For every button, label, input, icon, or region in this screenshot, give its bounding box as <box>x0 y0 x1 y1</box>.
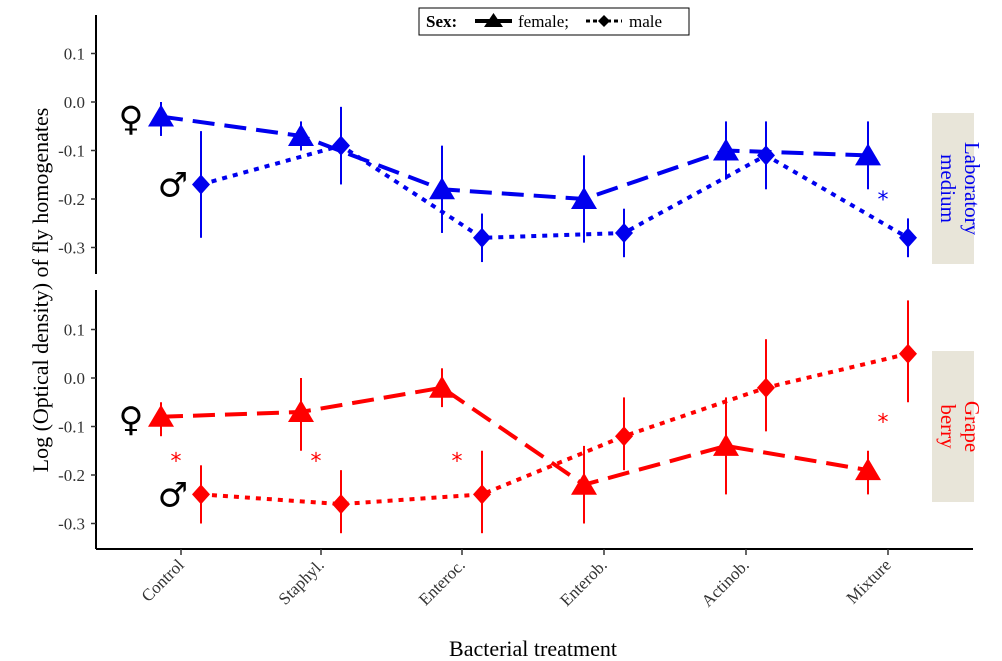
significance-star: * <box>452 449 463 474</box>
y-tick-label: -0.2 <box>58 190 85 209</box>
y-tick-label: 0.1 <box>64 45 85 64</box>
significance-star: * <box>878 188 889 213</box>
x-tick-label: Enterob. <box>556 555 611 610</box>
female-series-line <box>160 114 869 202</box>
female-point <box>288 123 314 146</box>
x-tick-label: Control <box>138 555 188 605</box>
x-tick-label: Mixture <box>843 555 895 607</box>
female-point <box>571 472 597 495</box>
male-point <box>473 227 491 248</box>
female-series-line <box>160 385 869 487</box>
y-tick-label: -0.3 <box>58 515 85 534</box>
significance-star: * <box>171 449 182 474</box>
male-point <box>473 484 491 505</box>
strip-background <box>932 351 974 502</box>
male-point <box>899 343 917 364</box>
y-axis-title: Log (Optical density) of fly homogenates <box>28 108 53 473</box>
male-symbol-icon: ♂ <box>158 165 188 205</box>
legend-male-label: male <box>629 12 662 31</box>
male-point <box>192 174 210 195</box>
female-point <box>713 433 739 456</box>
female-point <box>288 399 314 422</box>
female-point <box>855 143 881 166</box>
y-tick-label: 0.0 <box>64 93 85 112</box>
y-tick-label: -0.3 <box>58 239 85 258</box>
female-point <box>429 177 455 200</box>
female-point <box>148 104 174 127</box>
male-symbol-icon: ♂ <box>158 475 188 515</box>
strip-label-line1: Grape <box>960 401 984 452</box>
y-tick-label: 0.1 <box>64 321 85 340</box>
legend-female-triangle-icon <box>484 13 503 27</box>
strip-label-line2: medium <box>936 154 960 223</box>
male-point <box>757 145 775 166</box>
significance-star: * <box>311 449 322 474</box>
legend-box <box>418 7 690 36</box>
male-point <box>615 222 633 243</box>
y-tick-label: -0.1 <box>58 142 85 161</box>
legend: Sex: female; male <box>418 7 690 36</box>
strip-label-line1: Laboratory <box>960 142 984 236</box>
x-tick-label: Actinob. <box>698 555 753 610</box>
panels-layer: Control Staphyl. Enteroc. Enterob. Actinob. M… <box>58 15 984 611</box>
female-point <box>855 458 881 481</box>
female-symbol-icon: ♀ <box>119 100 144 140</box>
male-series-line <box>200 351 909 507</box>
male-point <box>615 426 633 447</box>
female-point <box>713 138 739 161</box>
y-tick-label: -0.2 <box>58 466 85 485</box>
y-tick-label: -0.1 <box>58 418 85 437</box>
x-tick-label: Enteroc. <box>415 555 469 609</box>
male-point <box>757 377 775 398</box>
legend-male-diamond-icon <box>598 15 610 27</box>
x-axis-title: Bacterial treatment <box>449 636 617 661</box>
x-tick-label: Staphyl. <box>275 555 328 608</box>
y-tick-label: 0.0 <box>64 369 85 388</box>
strip-label-line2: berry <box>936 404 960 449</box>
male-point <box>192 484 210 505</box>
legend-female-label: female; <box>518 12 569 31</box>
male-point <box>332 494 350 515</box>
significance-star: * <box>878 411 889 436</box>
female-point <box>148 404 174 427</box>
male-point <box>332 135 350 156</box>
male-point <box>899 227 917 248</box>
male-series-line <box>200 143 910 240</box>
female-point <box>429 375 455 398</box>
female-symbol-icon: ♀ <box>119 400 144 440</box>
female-point <box>571 187 597 209</box>
strip-background <box>932 113 974 264</box>
legend-title: Sex: <box>426 12 457 31</box>
